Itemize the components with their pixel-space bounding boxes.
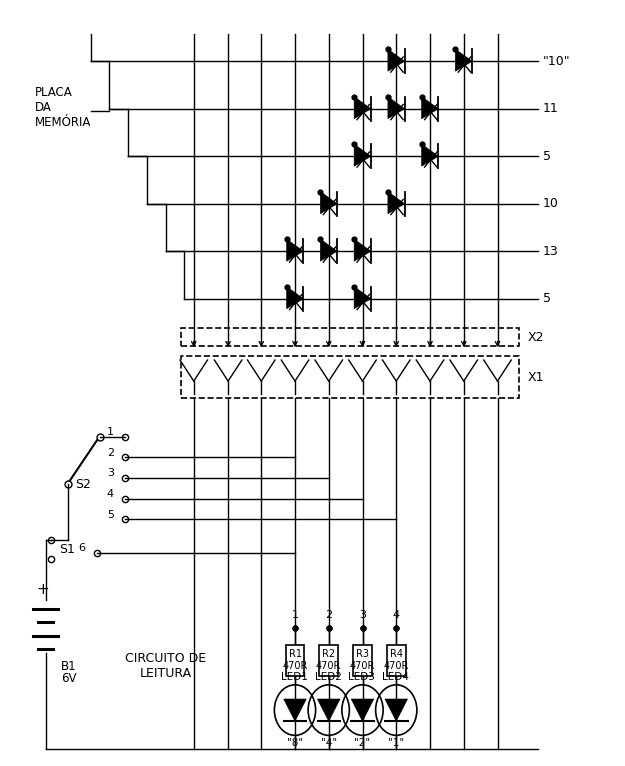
- Text: 470R: 470R: [316, 661, 341, 672]
- Text: X2: X2: [528, 331, 544, 343]
- Polygon shape: [318, 699, 340, 721]
- Text: 5: 5: [542, 293, 551, 305]
- Polygon shape: [351, 699, 374, 721]
- Text: "2": "2": [354, 738, 371, 748]
- Text: 3: 3: [359, 611, 366, 620]
- Text: S1: S1: [59, 543, 74, 556]
- Bar: [286, 645, 304, 676]
- Text: R2: R2: [322, 649, 335, 660]
- Text: R1: R1: [289, 649, 301, 660]
- Text: 6: 6: [79, 543, 86, 554]
- Polygon shape: [456, 49, 472, 71]
- Text: +: +: [36, 582, 49, 597]
- Polygon shape: [422, 97, 438, 119]
- Text: LED2: LED2: [315, 672, 341, 682]
- Text: LED3: LED3: [349, 672, 375, 682]
- Polygon shape: [354, 286, 371, 309]
- Text: 4: 4: [107, 489, 114, 499]
- Text: B1: B1: [61, 660, 77, 673]
- Text: S2: S2: [75, 478, 91, 490]
- Text: 5: 5: [542, 150, 551, 162]
- Polygon shape: [385, 699, 408, 721]
- Polygon shape: [388, 97, 404, 119]
- Text: 11: 11: [542, 103, 558, 115]
- Polygon shape: [287, 239, 303, 261]
- Text: 6V: 6V: [61, 672, 77, 685]
- Polygon shape: [354, 144, 371, 166]
- Text: 10: 10: [542, 198, 558, 210]
- Text: LED4: LED4: [382, 672, 409, 682]
- Text: 2: 2: [325, 611, 332, 620]
- Text: "10": "10": [542, 55, 570, 67]
- Text: "1": "1": [388, 738, 404, 748]
- Polygon shape: [354, 97, 371, 119]
- Polygon shape: [388, 49, 404, 71]
- Text: PLACA
DA
MEMÓRIA: PLACA DA MEMÓRIA: [34, 86, 91, 129]
- Text: LED1: LED1: [281, 672, 308, 682]
- Text: 3: 3: [107, 468, 114, 479]
- Text: "4": "4": [321, 738, 337, 748]
- Text: R3: R3: [356, 649, 369, 660]
- Text: 2: 2: [107, 447, 114, 458]
- Polygon shape: [321, 192, 337, 214]
- Bar: [353, 645, 372, 676]
- Text: 1: 1: [291, 611, 299, 620]
- Polygon shape: [287, 286, 303, 309]
- Text: 470R: 470R: [282, 661, 308, 672]
- Text: 1: 1: [107, 427, 114, 437]
- Text: 5: 5: [107, 509, 114, 520]
- Text: 470R: 470R: [384, 661, 409, 672]
- Text: "8": "8": [287, 738, 303, 748]
- Polygon shape: [388, 192, 404, 214]
- Bar: [319, 645, 338, 676]
- Polygon shape: [321, 239, 337, 261]
- Text: CIRCUITO DE
LEITURA: CIRCUITO DE LEITURA: [125, 653, 206, 680]
- Polygon shape: [354, 239, 371, 261]
- Text: X1: X1: [528, 371, 544, 384]
- Text: 470R: 470R: [350, 661, 375, 672]
- Text: 13: 13: [542, 245, 558, 257]
- Text: 4: 4: [392, 611, 400, 620]
- Bar: [387, 645, 406, 676]
- Polygon shape: [422, 144, 438, 166]
- Text: R4: R4: [390, 649, 402, 660]
- Polygon shape: [284, 699, 306, 721]
